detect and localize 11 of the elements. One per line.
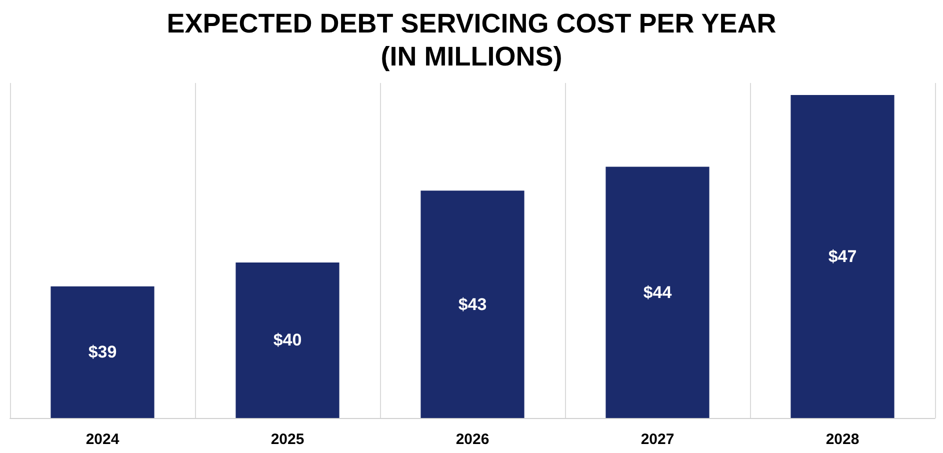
data-label: $40 [273, 330, 302, 350]
x-tick-label: 2027 [640, 431, 674, 448]
chart-title: EXPECTED DEBT SERVICING COST PER YEAR (IN MILLIONS) [166, 8, 776, 72]
x-tick-label: 2024 [86, 431, 120, 448]
data-label: $47 [828, 246, 857, 266]
data-label: $43 [458, 294, 487, 314]
x-tick-label: 2028 [826, 431, 860, 448]
x-tick-label: 2026 [456, 431, 490, 448]
data-label: $44 [643, 282, 672, 302]
data-label: $39 [88, 342, 117, 362]
x-tick-label: 2025 [270, 431, 304, 448]
